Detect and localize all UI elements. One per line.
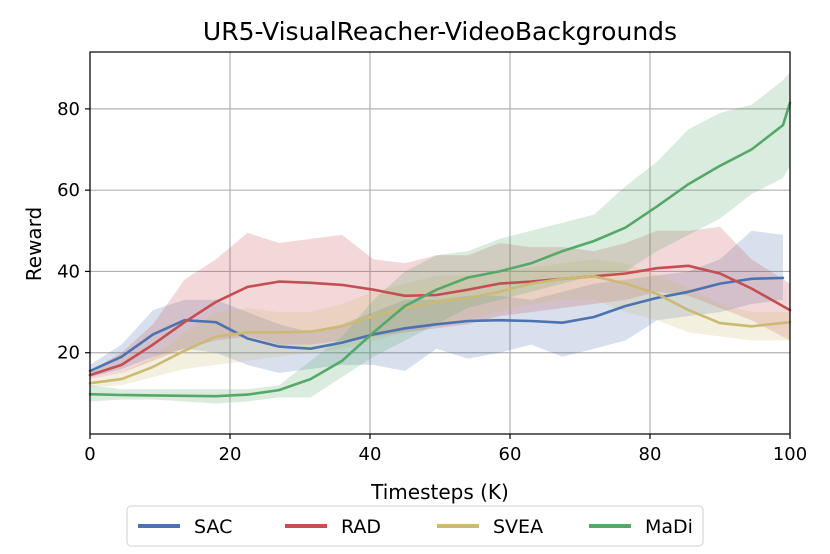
line-sac bbox=[88, 276, 785, 373]
x-tick-label: 80 bbox=[639, 444, 662, 465]
y-tick-label: 60 bbox=[57, 180, 80, 201]
legend-label-svea: SVEA bbox=[493, 516, 543, 538]
line-rad bbox=[88, 264, 792, 377]
x-tick-label: 20 bbox=[219, 444, 242, 465]
x-axis-label: Timesteps (K) bbox=[370, 480, 509, 504]
series-lines bbox=[88, 101, 792, 398]
band-madi bbox=[90, 72, 790, 404]
chart-title: UR5-VisualReacher-VideoBackgrounds bbox=[203, 17, 677, 46]
legend-label-madi: MaDi bbox=[645, 516, 693, 538]
y-axis-label: Reward bbox=[22, 207, 46, 281]
line-madi bbox=[88, 101, 792, 398]
x-tick-label: 60 bbox=[499, 444, 522, 465]
legend-label-sac: SAC bbox=[194, 516, 232, 538]
x-tick-label: 100 bbox=[773, 444, 807, 465]
band-sac bbox=[90, 230, 783, 378]
legend-box bbox=[126, 505, 704, 547]
x-tick-label: 40 bbox=[359, 444, 382, 465]
y-tick-label: 80 bbox=[57, 99, 80, 120]
legend: SAC RAD SVEA MaDi bbox=[126, 505, 704, 547]
axis-ticks: 0 20 40 60 80 100 20 40 60 80 bbox=[57, 99, 807, 465]
legend-label-rad: RAD bbox=[341, 516, 381, 538]
y-tick-label: 20 bbox=[57, 343, 80, 364]
y-tick-label: 40 bbox=[57, 261, 80, 282]
line-svea bbox=[88, 274, 792, 385]
plot-frame bbox=[89, 51, 791, 435]
x-tick-label: 0 bbox=[84, 444, 95, 465]
band-rad bbox=[90, 226, 790, 380]
confidence-bands bbox=[90, 72, 790, 404]
